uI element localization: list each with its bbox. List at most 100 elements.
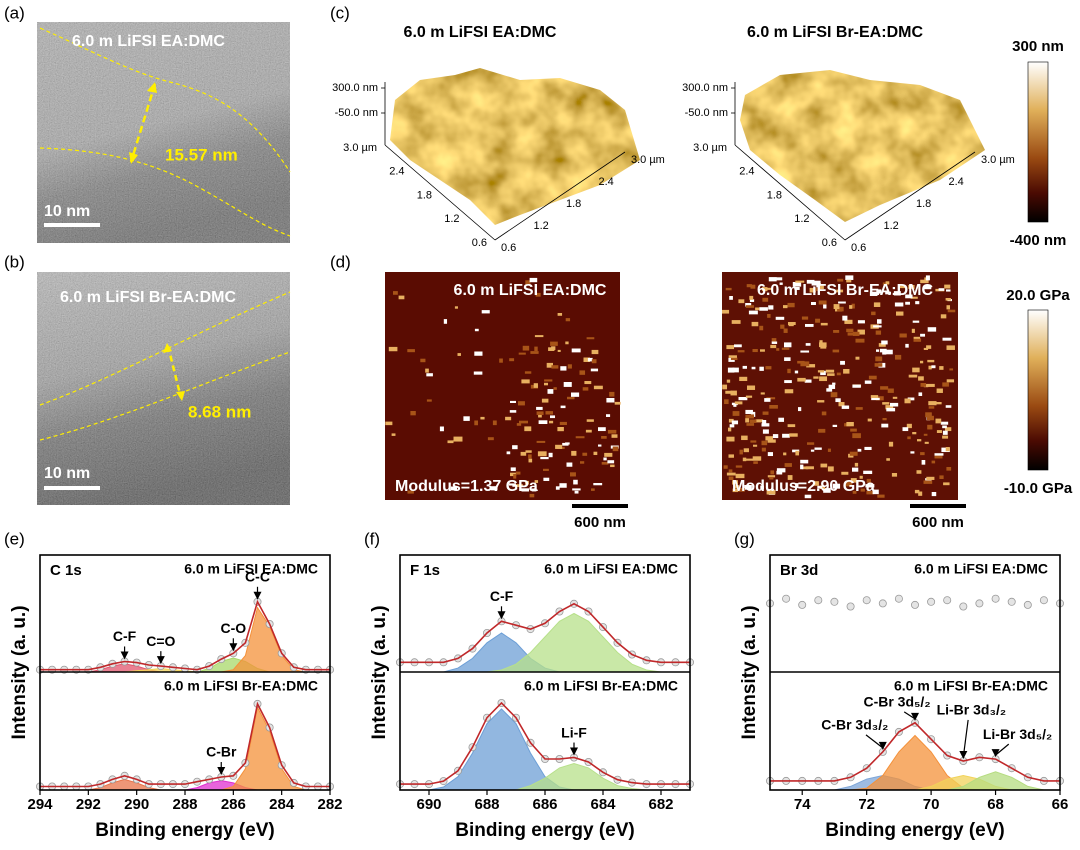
speckle <box>725 287 732 291</box>
x-tick-label: 286 <box>221 796 246 813</box>
speckle <box>804 379 812 383</box>
speckle <box>912 367 920 373</box>
arrowhead <box>878 741 887 750</box>
speckle <box>923 384 929 388</box>
speckle <box>728 418 734 423</box>
y-tick-label: 2.4 <box>389 166 404 178</box>
speckle <box>807 442 815 445</box>
speckle <box>407 349 415 353</box>
speckle <box>795 483 799 488</box>
speckle <box>860 488 865 492</box>
speckle <box>928 401 937 406</box>
speckle <box>921 460 926 465</box>
arrowheads <box>129 82 157 164</box>
speckle <box>908 285 915 289</box>
speckle <box>544 379 553 382</box>
data-point <box>798 600 807 609</box>
speckle <box>813 287 822 291</box>
speckle <box>518 352 526 355</box>
speckle <box>828 384 836 389</box>
x-tick-label: 68 <box>987 796 1004 813</box>
speckle <box>809 287 816 293</box>
speckle <box>784 463 792 467</box>
speckle <box>837 306 844 312</box>
y-axis-label: Intensity (a. u.) <box>369 605 390 739</box>
speckle <box>775 316 785 320</box>
speckle <box>825 369 835 373</box>
modulus-value: Modulus=1.37 GPa <box>395 478 538 495</box>
speckle <box>821 411 827 416</box>
speckle <box>916 470 922 474</box>
speckle <box>905 343 909 348</box>
y-tick-label: 1.8 <box>767 189 782 201</box>
speckle <box>931 460 936 464</box>
speckle <box>766 287 772 290</box>
speckle <box>923 285 932 290</box>
speckle <box>579 370 586 375</box>
data-point <box>1007 597 1016 606</box>
speckle <box>749 414 754 419</box>
peak-label: C-O <box>220 620 246 636</box>
speckle <box>784 342 792 348</box>
xps-panels: (e) Intensity (a. u.) Binding energy (eV) 2… <box>4 529 1068 841</box>
component-peak <box>40 606 330 673</box>
scale-bar <box>572 504 628 508</box>
speckle <box>536 411 544 415</box>
speckle <box>767 475 776 478</box>
speckle <box>745 414 751 419</box>
speckle <box>947 309 956 313</box>
scale-bar <box>910 504 966 508</box>
y-axis-label: Intensity (a. u.) <box>9 605 30 739</box>
speckle <box>746 423 755 426</box>
speckle <box>931 492 937 497</box>
speckle <box>755 419 764 423</box>
speckle <box>877 319 882 324</box>
speckle <box>830 392 838 398</box>
boundary <box>39 291 291 406</box>
speckle <box>813 481 819 486</box>
speckle <box>776 470 783 475</box>
speckle <box>776 277 783 281</box>
speckle <box>499 358 503 363</box>
speckle <box>549 420 554 424</box>
speckle <box>601 462 609 465</box>
peak-label: Li-Br 3d₅/₂ <box>983 726 1052 742</box>
speckle <box>854 462 859 467</box>
speckle <box>738 397 748 401</box>
x-tick-label: 1.8 <box>916 198 931 210</box>
speckle <box>391 433 396 436</box>
speckle <box>551 365 559 369</box>
speckle <box>732 480 738 485</box>
speckle <box>938 288 945 291</box>
speckle <box>566 462 573 467</box>
speckle <box>819 376 828 382</box>
speckle <box>927 424 933 430</box>
speckle <box>765 366 772 370</box>
panel-label: (b) <box>4 252 25 271</box>
speckle <box>852 490 857 494</box>
core-level: F 1s <box>410 562 440 579</box>
speckle <box>817 370 825 373</box>
speckle <box>800 459 809 464</box>
speckle <box>819 485 826 489</box>
speckle <box>815 318 821 323</box>
speckle <box>946 345 955 350</box>
speckle <box>743 448 749 453</box>
peak-arrow <box>962 719 969 758</box>
x-tick-label: 1.2 <box>534 220 549 232</box>
colorbar-max: 20.0 GPa <box>1006 287 1070 304</box>
speckle <box>567 364 572 369</box>
speckle <box>744 458 754 461</box>
speckle <box>857 448 862 452</box>
speckle <box>598 427 606 432</box>
speckle <box>820 370 826 376</box>
arrowhead <box>156 656 165 665</box>
speckle <box>606 414 611 417</box>
speckle <box>749 299 755 302</box>
speckle <box>886 407 896 412</box>
speckle <box>832 424 838 427</box>
speckle <box>744 485 752 490</box>
speckle <box>913 336 921 341</box>
speckle <box>735 465 743 468</box>
speckle <box>739 449 743 455</box>
